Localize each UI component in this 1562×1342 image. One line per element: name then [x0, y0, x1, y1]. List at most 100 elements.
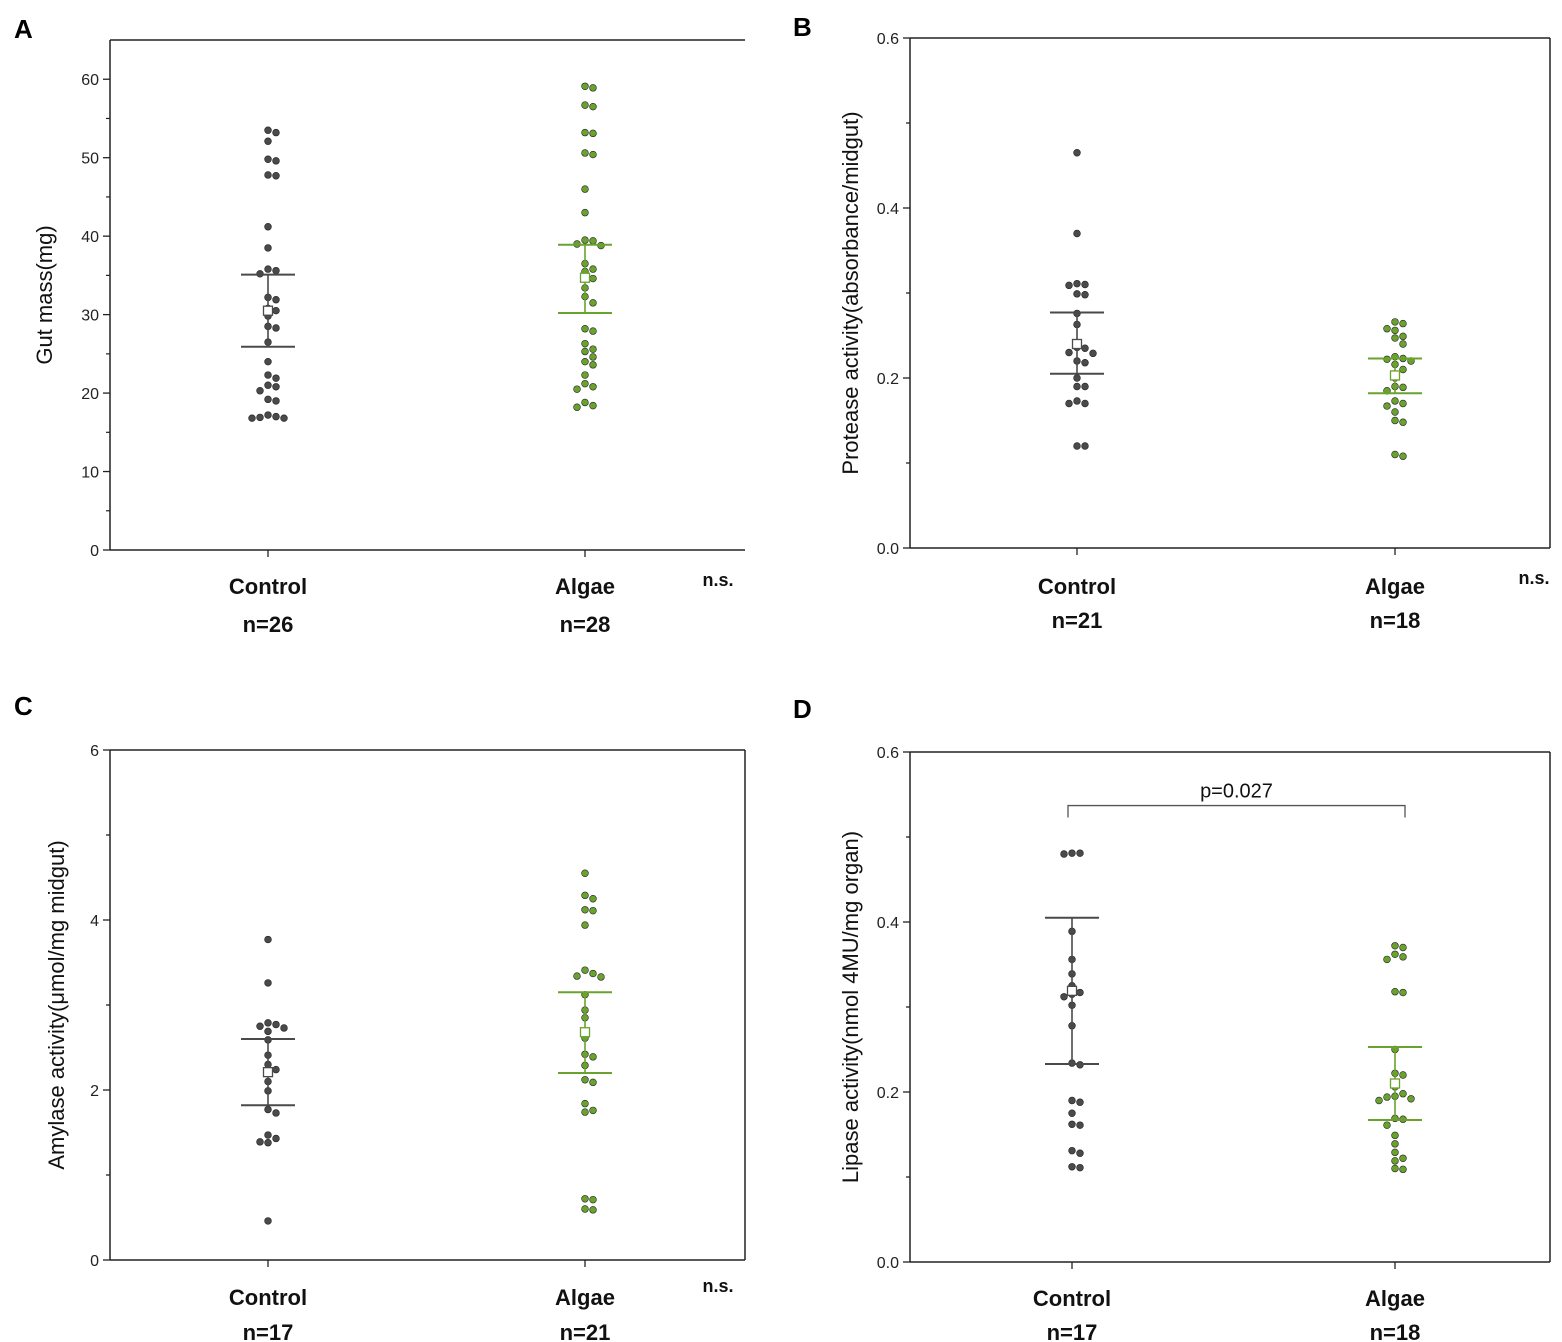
data-point — [589, 1078, 597, 1087]
data-point — [256, 387, 264, 395]
panel-letter: C — [14, 691, 33, 721]
data-point — [1399, 1071, 1407, 1079]
data-point — [280, 1024, 288, 1032]
data-point — [264, 137, 272, 145]
data-point — [264, 371, 272, 379]
p-value-label: p=0.027 — [1200, 781, 1273, 803]
n-label: n=17 — [1047, 1320, 1098, 1342]
data-point — [1391, 1131, 1399, 1140]
data-point — [1391, 1157, 1399, 1165]
data-point — [581, 921, 589, 929]
data-point — [581, 357, 589, 366]
data-point — [256, 413, 264, 422]
group-control: Control n=17 — [229, 935, 307, 1342]
data-point — [272, 324, 280, 332]
data-point — [581, 398, 589, 407]
data-point — [272, 397, 280, 405]
group-control: Control n=26 — [229, 126, 307, 637]
data-point — [589, 383, 597, 391]
category-label: Algae — [1365, 1286, 1425, 1311]
data-point — [581, 208, 589, 217]
data-point — [1391, 397, 1399, 405]
y-tick-label: 50 — [81, 151, 99, 168]
data-point — [589, 237, 597, 245]
data-point — [272, 383, 280, 391]
data-point — [1399, 365, 1407, 374]
y-tick-label: 0.0 — [877, 541, 899, 558]
data-point — [1407, 1095, 1415, 1103]
data-point — [589, 1206, 597, 1214]
data-point — [264, 1131, 272, 1139]
data-point — [581, 149, 589, 157]
data-point — [581, 1076, 589, 1084]
data-point — [589, 84, 597, 92]
category-label: Algae — [1365, 574, 1425, 599]
data-point — [1076, 1149, 1084, 1157]
data-point — [581, 128, 589, 137]
data-point — [573, 385, 581, 393]
panel-d: D 0.0 0.2 0.4 0.6 Lipase activity(nmol 4MU/mg… — [793, 694, 1551, 1342]
category-label: Control — [229, 574, 307, 599]
data-point — [581, 1195, 589, 1203]
data-point — [1399, 399, 1407, 408]
data-point — [589, 353, 597, 361]
data-point — [272, 1020, 280, 1029]
significance-label: n.s. — [1518, 568, 1549, 588]
data-point — [1399, 383, 1407, 392]
y-tick-label: 60 — [81, 72, 99, 89]
data-point — [581, 185, 589, 193]
data-point — [589, 102, 597, 111]
data-point — [272, 374, 280, 382]
data-point — [1391, 950, 1399, 958]
data-point — [597, 973, 605, 981]
data-point — [581, 966, 589, 974]
data-point — [272, 306, 280, 315]
y-tick-label: 0.2 — [877, 371, 899, 388]
mean-marker — [1389, 1078, 1401, 1089]
data-point — [589, 274, 597, 283]
y-tick-label: 0.6 — [877, 31, 899, 48]
y-tick-label: 0.4 — [877, 915, 899, 932]
data-point — [1391, 942, 1399, 950]
data-point — [589, 1106, 597, 1115]
data-point — [1081, 382, 1089, 391]
data-point — [272, 172, 280, 180]
group-algae: Algae n=18 — [1365, 318, 1425, 633]
data-point — [1399, 340, 1407, 348]
data-point — [589, 1053, 597, 1061]
data-point — [272, 157, 280, 165]
n-label: n=18 — [1370, 608, 1421, 633]
data-point — [1399, 319, 1407, 328]
data-point — [1399, 953, 1407, 961]
data-point — [1068, 1146, 1076, 1155]
y-tick-label: 2 — [90, 1083, 99, 1100]
mean-marker — [262, 305, 274, 316]
n-label: n=28 — [560, 612, 611, 637]
data-point — [248, 414, 256, 422]
data-point — [581, 371, 589, 379]
data-point — [1399, 1165, 1407, 1174]
data-point — [1383, 402, 1391, 410]
group-algae: Algae n=21 — [555, 869, 615, 1342]
data-point — [1391, 416, 1399, 425]
data-point — [1065, 399, 1073, 408]
y-tick-label: 0 — [90, 543, 99, 560]
data-point — [1073, 149, 1081, 157]
data-point — [589, 906, 597, 915]
data-point — [589, 895, 597, 903]
data-point — [1383, 955, 1391, 964]
group-algae: Algae n=18 — [1365, 942, 1425, 1342]
data-point — [589, 969, 597, 978]
data-point — [589, 299, 597, 307]
data-point — [573, 403, 581, 411]
data-point — [264, 126, 272, 134]
panel-b: B 0.0 0.2 0.4 0.6 Protease activity(absorbanc… — [793, 12, 1551, 633]
y-axis-label: Amylase activity(μmol/mg midgut) — [44, 840, 69, 1169]
group-control: Control n=17 — [1033, 849, 1111, 1342]
data-point — [581, 82, 589, 90]
data-point — [1375, 1096, 1383, 1105]
data-point — [1073, 290, 1081, 298]
mean-marker — [579, 1027, 591, 1038]
significance-label: n.s. — [702, 570, 733, 590]
